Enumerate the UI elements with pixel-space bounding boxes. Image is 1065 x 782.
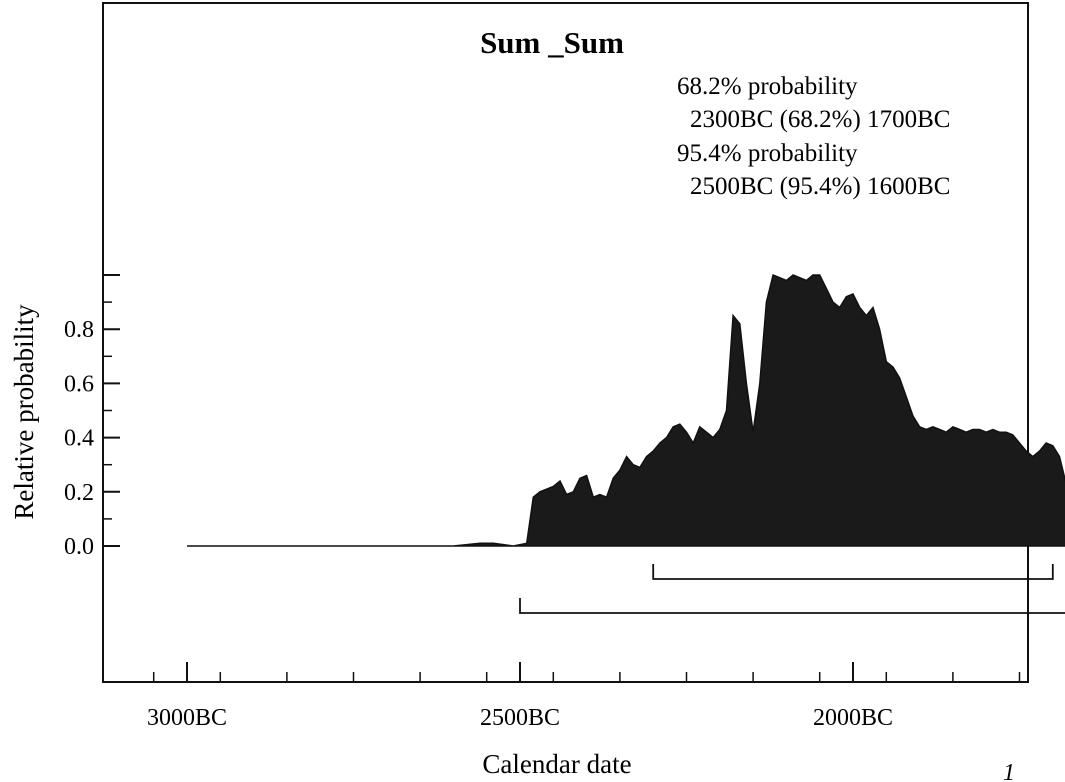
summary-line-1: 68.2% probability	[677, 73, 858, 100]
y-tick-label: 0.0	[64, 534, 94, 560]
range-bracket-68-2pct	[652, 564, 1054, 580]
y-tick-label: 0.2	[64, 480, 94, 506]
x-axis-label: Calendar date	[482, 749, 631, 779]
x-tick-label: 3000BC	[147, 705, 227, 731]
chart-marks: 0.00.20.40.60.83000BC2500BC2000BC1500BC1…	[64, 273, 1065, 731]
y-axis-label: Relative probability	[9, 304, 39, 520]
summary-line-4: 2500BC (95.4%) 1600BC	[690, 173, 950, 200]
y-tick-label: 0.4	[64, 426, 94, 452]
x-tick-label: 2000BC	[813, 705, 893, 731]
summary-line-2: 2300BC (68.2%) 1700BC	[690, 106, 950, 133]
y-tick-label: 0.6	[64, 371, 94, 397]
plot-frame	[102, 2, 1029, 683]
summary-line-3: 95.4% probability	[677, 140, 858, 167]
y-tick-label: 0.8	[64, 317, 94, 343]
range-bracket-95-4pct	[519, 598, 1065, 614]
probability-area	[187, 273, 1065, 547]
x-tick-label: 2500BC	[480, 705, 560, 731]
page-mark: 1	[1003, 760, 1015, 782]
chart-title: Sum _Sum	[480, 25, 624, 60]
